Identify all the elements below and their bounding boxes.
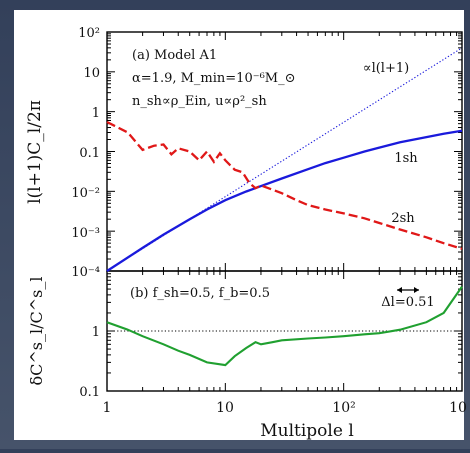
series-2sh-line — [106, 120, 463, 250]
series-1sh-line — [106, 129, 463, 272]
annotation-b: (b) f_sh=0.5, f_b=0.5 — [130, 286, 270, 301]
y-tick-label-a-0: 10² — [78, 26, 100, 41]
series-label-1sh: 1sh — [394, 151, 418, 166]
y-tick-label-b-0: 1 — [92, 325, 100, 340]
series-b-line — [106, 286, 463, 367]
annotation-a-line1: (a) Model A1 — [132, 48, 217, 63]
annotation-a-line2: α=1.9, M_min=10⁻⁶M_⊙ — [132, 71, 296, 86]
y-tick-label-a-3: 0.1 — [79, 146, 100, 161]
y-tick-label-a-1: 10 — [83, 66, 100, 81]
y-axis-label-b: δC^s_l/C^s_l — [27, 277, 46, 386]
series-label-prop: ∝l(l+1) — [363, 61, 409, 76]
delta-l-label: Δl=0.51 — [381, 295, 434, 310]
x-tick-label-3: 10 — [449, 400, 467, 416]
y-tick-label-b-1: 0.1 — [79, 385, 100, 400]
annotation-a-line3: n_sh∝ρ_Ein, u∝ρ²_sh — [132, 94, 267, 109]
y-tick-label-a-2: 1 — [92, 106, 100, 121]
series-label-2sh: 2sh — [391, 211, 415, 226]
x-tick-label-1: 10 — [216, 400, 234, 416]
panel-b-ticks — [106, 270, 462, 392]
y-tick-label-a-6: 10⁻⁴ — [71, 265, 100, 280]
delta-l-arrow — [397, 287, 419, 293]
x-tick-label-0: 1 — [103, 400, 112, 416]
y-axis-label-a: l(l+1)C_l/2π — [25, 100, 45, 204]
x-axis-label: Multipole l — [260, 421, 354, 441]
x-tick-label-2: 10² — [332, 400, 355, 416]
y-tick-label-a-4: 10⁻² — [71, 186, 100, 201]
y-tick-label-a-5: 10⁻³ — [71, 226, 100, 241]
